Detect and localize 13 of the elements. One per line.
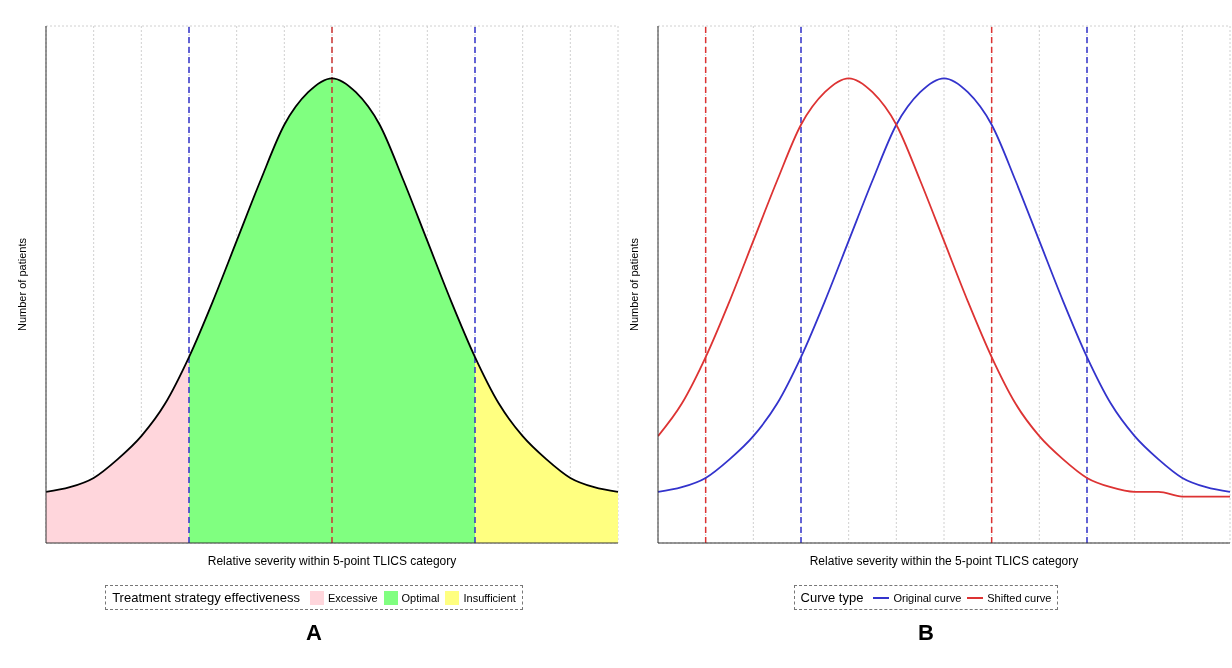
legend-label: Shifted curve — [987, 591, 1052, 604]
text: B — [918, 620, 934, 646]
x-axis-title: Relative severity within 5-point TLICS category — [207, 554, 457, 568]
legend-label: Optimal — [401, 591, 440, 604]
x-axis-title: Relative severity within the 5-point TLICS category — [809, 554, 1079, 568]
legend-label: Insufficient — [463, 591, 516, 604]
legend-title: Treatment strategy effectiveness — [112, 590, 301, 605]
legend-label: Original curve — [893, 591, 962, 604]
text: A — [306, 620, 322, 646]
legend-label: Excessive — [328, 591, 378, 604]
y-axis-title: Number of patients — [627, 237, 640, 331]
legend-title: Curve type — [800, 590, 864, 605]
y-axis-title: Number of patients — [15, 237, 28, 331]
